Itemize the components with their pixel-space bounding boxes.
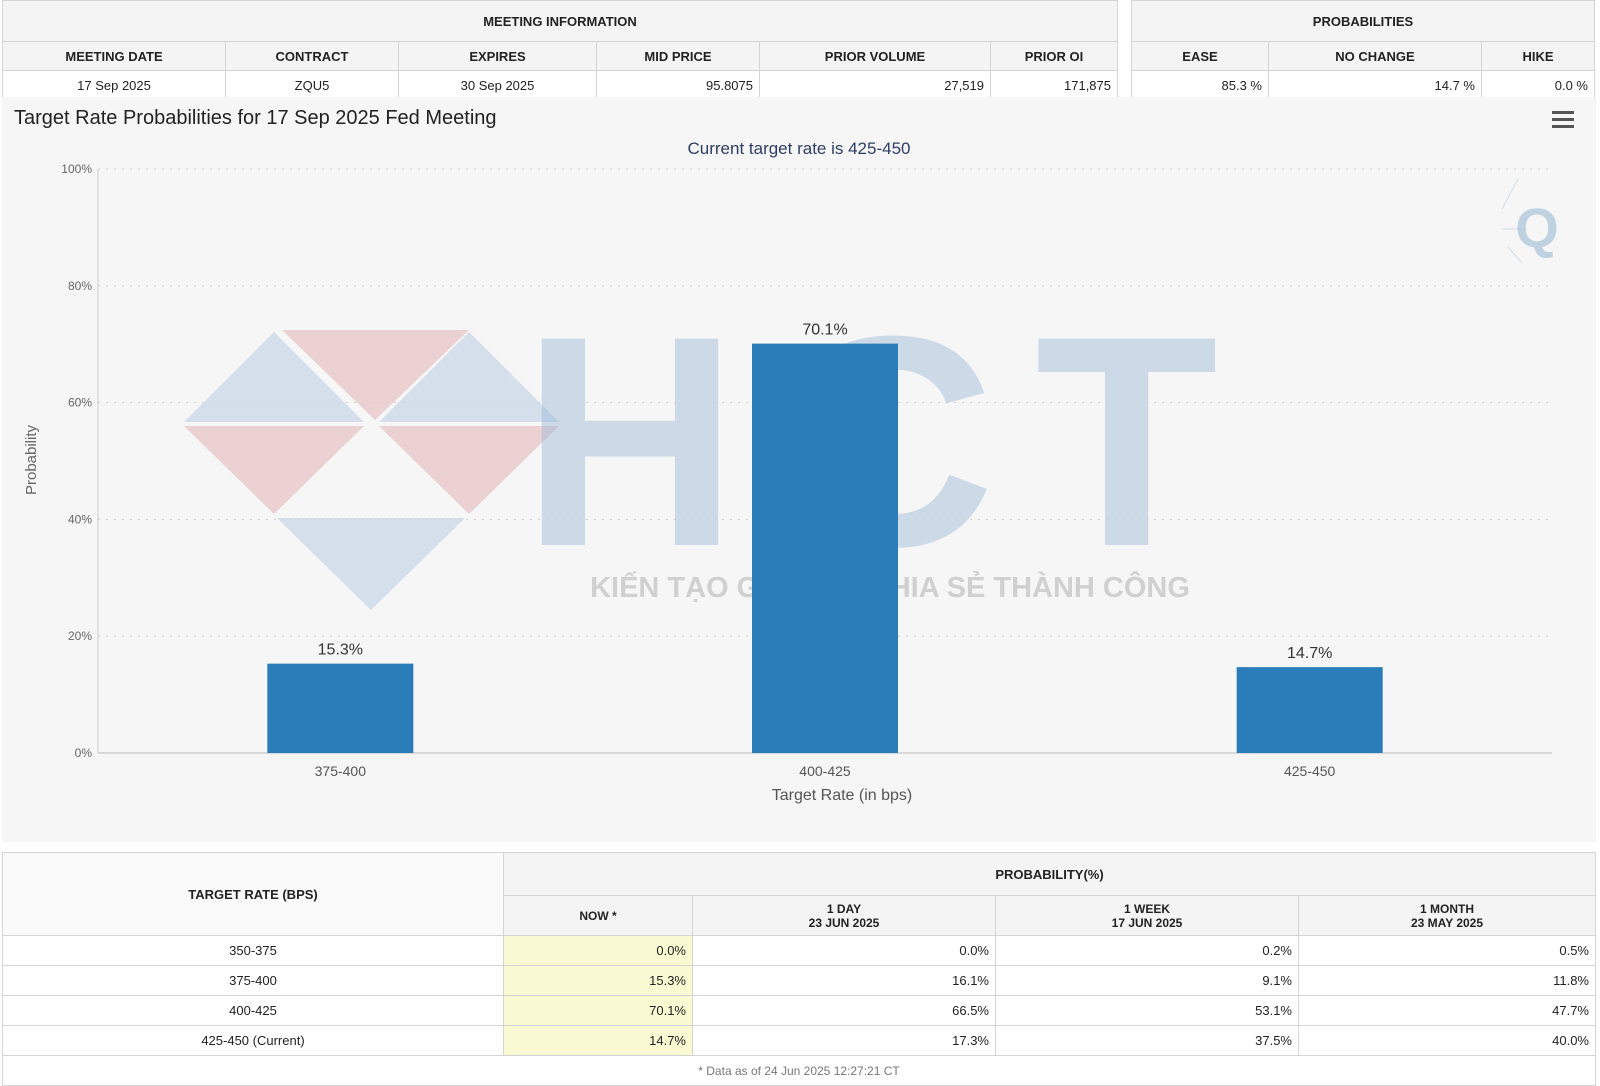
- data-label: 15.3%: [318, 642, 363, 659]
- prior-volume-value: 27,519: [759, 70, 991, 100]
- day-cell: 0.0%: [692, 935, 996, 966]
- chart-title: Target Rate Probabilities for 17 Sep 202…: [14, 107, 497, 129]
- y-tick-label: 40%: [68, 512, 92, 526]
- week-cell: 37.5%: [995, 1025, 1299, 1056]
- no-change-value: 14.7 %: [1268, 70, 1482, 100]
- probabilities-title: PROBABILITIES: [1131, 0, 1595, 42]
- now-cell: 15.3%: [503, 965, 693, 996]
- chart-subtitle: Current target rate is 425-450: [687, 139, 911, 158]
- probability-table: TARGET RATE (BPS) PROBABILITY(%) NOW * 1…: [2, 852, 1596, 1086]
- x-tick-label: 375-400: [315, 763, 367, 779]
- month-cell: 47.7%: [1298, 995, 1596, 1026]
- expires-value: 30 Sep 2025: [398, 70, 597, 100]
- table-row: 400-425 70.1% 66.5% 53.1% 47.7%: [2, 995, 1596, 1026]
- now-cell: 14.7%: [503, 1025, 693, 1056]
- y-tick-label: 20%: [68, 629, 92, 643]
- now-cell: 0.0%: [503, 935, 693, 966]
- y-tick-label: 80%: [68, 279, 92, 293]
- header-prior-volume: PRIOR VOLUME: [759, 41, 991, 71]
- header-prior-oi: PRIOR OI: [990, 41, 1118, 71]
- bars-layer: 15.3% 375-400 70.1% 400-425 14.7% 425-450: [267, 322, 1383, 779]
- header-1-month-line2: 23 MAY 2025: [1410, 915, 1484, 930]
- week-cell: 9.1%: [995, 965, 1299, 996]
- header-hike: HIKE: [1481, 41, 1595, 71]
- rate-cell: 400-425: [2, 995, 504, 1026]
- now-cell: 70.1%: [503, 995, 693, 1026]
- probabilities-panel: PROBABILITIES EASE NO CHANGE HIKE 85.3 %…: [1131, 0, 1595, 100]
- x-axis-title: Target Rate (in bps): [772, 787, 913, 804]
- y-tick-label: 0%: [75, 746, 93, 760]
- x-tick-label: 400-425: [799, 763, 851, 779]
- rate-cell: 425-450 (Current): [2, 1025, 504, 1056]
- data-footnote: * Data as of 24 Jun 2025 12:27:21 CT: [2, 1055, 1596, 1086]
- mid-price-value: 95.8075: [596, 70, 760, 100]
- header-no-change: NO CHANGE: [1268, 41, 1482, 71]
- header-now-line1: NOW *: [579, 908, 617, 923]
- header-meeting-date: MEETING DATE: [2, 41, 226, 71]
- y-axis-title: Probability: [23, 424, 40, 495]
- header-expires: EXPIRES: [398, 41, 597, 71]
- meeting-info-table: MEETING INFORMATION MEETING DATE CONTRAC…: [2, 0, 1118, 100]
- week-cell: 53.1%: [995, 995, 1299, 1026]
- y-tick-label: 60%: [68, 396, 92, 410]
- data-label: 70.1%: [802, 322, 847, 339]
- header-1-day: 1 DAY 23 JUN 2025: [692, 895, 996, 936]
- month-cell: 0.5%: [1298, 935, 1596, 966]
- header-1-week-line2: 17 JUN 2025: [1111, 915, 1183, 930]
- bar-375-400[interactable]: [267, 663, 414, 753]
- header-ease: EASE: [1131, 41, 1269, 71]
- table-row: 425-450 (Current) 14.7% 17.3% 37.5% 40.0…: [2, 1025, 1596, 1056]
- header-mid-price: MID PRICE: [596, 41, 760, 71]
- bar-400-425[interactable]: [752, 343, 898, 753]
- chart-svg: HCT KIẾN TẠO GIÁ TRỊ - CHIA SẺ THÀNH CÔN…: [23, 162, 1559, 804]
- meeting-info-title: MEETING INFORMATION: [2, 0, 1118, 42]
- prior-oi-value: 171,875: [990, 70, 1118, 100]
- week-cell: 0.2%: [995, 935, 1299, 966]
- header-1-month-line1: 1 MONTH: [1420, 901, 1474, 916]
- table-row: 375-400 15.3% 16.1% 9.1% 11.8%: [2, 965, 1596, 996]
- corner-logo: Q: [1501, 178, 1559, 264]
- header-1-month: 1 MONTH 23 MAY 2025: [1298, 895, 1596, 936]
- day-cell: 17.3%: [692, 1025, 996, 1056]
- probability-table-panel: TARGET RATE (BPS) PROBABILITY(%) NOW * 1…: [2, 852, 1596, 1086]
- contract-value: ZQU5: [225, 70, 399, 100]
- header-probability-group: PROBABILITY(%): [503, 852, 1596, 896]
- header-target-rate: TARGET RATE (BPS): [2, 852, 504, 936]
- header-now: NOW *: [503, 895, 693, 936]
- bar-425-450[interactable]: [1236, 667, 1383, 753]
- header-contract: CONTRACT: [225, 41, 399, 71]
- day-cell: 66.5%: [692, 995, 996, 1026]
- table-row: 350-375 0.0% 0.0% 0.2% 0.5%: [2, 935, 1596, 966]
- header-1-day-line2: 23 JUN 2025: [808, 915, 880, 930]
- chart-panel: Target Rate Probabilities for 17 Sep 202…: [2, 97, 1596, 842]
- probabilities-table: PROBABILITIES EASE NO CHANGE HIKE 85.3 %…: [1131, 0, 1595, 100]
- day-cell: 16.1%: [692, 965, 996, 996]
- corner-logo-letter: Q: [1515, 196, 1559, 259]
- x-tick-label: 425-450: [1284, 763, 1336, 779]
- meeting-info-panel: MEETING INFORMATION MEETING DATE CONTRAC…: [2, 0, 1118, 100]
- header-1-day-line1: 1 DAY: [826, 901, 862, 916]
- meeting-date-value: 17 Sep 2025: [2, 70, 226, 100]
- menu-icon[interactable]: [1552, 111, 1574, 129]
- month-cell: 40.0%: [1298, 1025, 1596, 1056]
- header-1-week: 1 WEEK 17 JUN 2025: [995, 895, 1299, 936]
- ease-value: 85.3 %: [1131, 70, 1269, 100]
- y-tick-label: 100%: [61, 162, 92, 176]
- data-label: 14.7%: [1287, 645, 1332, 662]
- rate-cell: 375-400: [2, 965, 504, 996]
- watermark-logo: [184, 330, 559, 610]
- month-cell: 11.8%: [1298, 965, 1596, 996]
- hike-value: 0.0 %: [1481, 70, 1595, 100]
- header-1-week-line1: 1 WEEK: [1123, 901, 1170, 916]
- rate-cell: 350-375: [2, 935, 504, 966]
